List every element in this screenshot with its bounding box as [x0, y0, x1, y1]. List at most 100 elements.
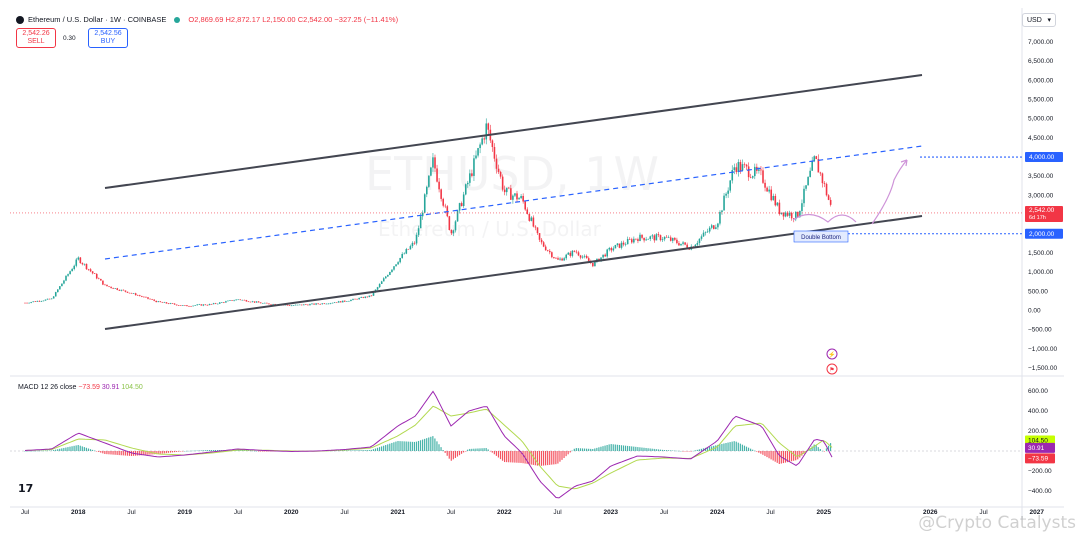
macd-histogram-bar [130, 451, 133, 456]
macd-histogram-bar [42, 450, 44, 452]
candle-body [715, 227, 717, 229]
macd-histogram-bar [395, 441, 397, 451]
macd-histogram-bar [212, 450, 215, 451]
macd-histogram-bar [692, 450, 694, 452]
ohlc-values: O2,869.69 H2,872.17 L2,150.00 C2,542.00 … [188, 15, 398, 24]
candle-body [612, 248, 615, 251]
candle-body [272, 304, 274, 305]
macd-histogram-bar [167, 451, 169, 453]
time-tick-label: 2019 [178, 509, 193, 516]
candle-body [780, 212, 783, 215]
macd-histogram-bar [456, 451, 459, 457]
macd-histogram-bar [819, 448, 821, 451]
candle-body [710, 225, 713, 228]
candle-body [698, 238, 701, 243]
macd-histogram-bar [665, 450, 668, 451]
candle-body [413, 242, 416, 244]
candle-body [606, 249, 608, 257]
candle-body [149, 298, 151, 300]
time-tick-label: 2027 [1030, 509, 1045, 516]
candle-body [134, 293, 137, 296]
sell-button[interactable]: 2,542.26 SELL [16, 28, 56, 48]
macd-histogram-bar [67, 447, 69, 451]
macd-histogram-bar [747, 447, 750, 451]
macd-histogram-bar [631, 446, 633, 451]
candle-body [370, 295, 373, 297]
candle-body [221, 302, 223, 303]
candle-body [382, 278, 385, 282]
candle-body [645, 239, 647, 241]
candle-body [438, 181, 440, 190]
macd-histogram-bar [559, 451, 561, 462]
macd-legend[interactable]: MACD 12 26 close −73.59 30.91 104.50 [18, 384, 143, 391]
candle-body [657, 234, 660, 236]
macd-histogram-bar [727, 442, 729, 451]
candle-body [559, 258, 561, 260]
name-watermark: Ethereum / U.S. Dollar [378, 217, 602, 241]
candle-body [36, 300, 39, 302]
candle-body [405, 249, 408, 254]
tradingview-logo[interactable]: 17 [18, 482, 34, 495]
macd-histogram-bar [583, 448, 586, 451]
macd-histogram-bar [194, 450, 196, 452]
candle-body [807, 176, 809, 186]
macd-histogram-bar [171, 451, 174, 453]
macd-histogram-bar [59, 448, 61, 451]
chart-area[interactable]: ETHUSD, 1W Ethereum / U.S. Dollar 7,000.00… [10, 8, 1064, 520]
chart-canvas[interactable]: ETHUSD, 1W Ethereum / U.S. Dollar 7,000.00… [10, 8, 1064, 520]
symbol-title[interactable]: Ethereum / U.S. Dollar · 1W · COINBASE [28, 15, 167, 24]
buy-button[interactable]: 2,542.56 BUY [88, 28, 128, 48]
candle-body [288, 305, 291, 306]
candle-body [795, 211, 797, 220]
currency-value: USD [1027, 16, 1042, 24]
candle-body [782, 212, 785, 217]
candle-body [417, 228, 420, 235]
macd-histogram-bar [112, 451, 114, 455]
macd-histogram-bar [571, 450, 573, 452]
macd-histogram-bar [661, 449, 664, 451]
candle-body [290, 305, 293, 307]
projection-arrow-icon [900, 159, 908, 167]
candle-body [270, 304, 272, 305]
candle-body [706, 231, 709, 233]
macd-histogram-bar [85, 447, 87, 451]
macd-histogram-bar [809, 448, 811, 451]
candle-body [555, 258, 557, 259]
candle-body [411, 242, 414, 247]
macd-histogram-bar [768, 451, 770, 459]
double-bottom-label: Double Bottom [801, 235, 841, 241]
candle-body [214, 303, 217, 304]
candle-body [682, 242, 684, 244]
candle-body [661, 239, 664, 241]
candle-body [298, 304, 301, 306]
candle-body [743, 164, 746, 165]
macd-histogram-bar [448, 451, 450, 459]
candle-body [444, 205, 447, 207]
candle-body [686, 244, 688, 248]
macd-histogram-bar [506, 451, 508, 463]
candle-body [319, 304, 321, 305]
macd-histogram-bar [594, 448, 596, 451]
candle-body [391, 269, 393, 272]
macd-tick-label: −200.00 [1028, 468, 1052, 475]
macd-histogram-bar [690, 451, 692, 452]
currency-selector[interactable]: USD ▾ [1022, 13, 1056, 27]
candle-body [114, 288, 116, 289]
candle-body [651, 235, 654, 237]
macd-histogram-bar [255, 450, 258, 452]
candle-body [811, 161, 813, 171]
candle-body [337, 301, 340, 303]
candle-body [549, 250, 551, 253]
macd-histogram-bar [793, 451, 795, 461]
candle-body [296, 304, 299, 306]
candle-body [216, 303, 219, 305]
candle-body [93, 273, 96, 274]
macd-line [24, 390, 833, 499]
ohlc-low: L2,150.00 [262, 15, 296, 24]
macd-histogram-bar [440, 447, 442, 451]
macd-histogram-bar [442, 450, 444, 451]
candle-body [569, 252, 572, 256]
time-tick-label: Jul [447, 509, 456, 516]
macd-histogram-bar [208, 450, 210, 451]
macd-histogram-bar [788, 451, 791, 462]
